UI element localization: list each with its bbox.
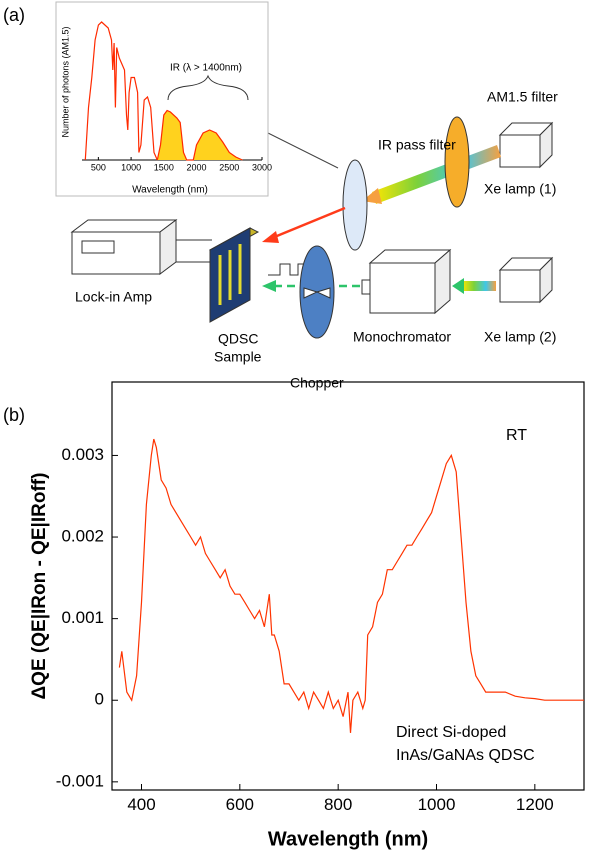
label: Xe lamp (2) [484, 329, 556, 345]
line [156, 109, 243, 161]
annotation: InAs/GaNAs QDSC [396, 747, 535, 764]
beam [462, 281, 496, 291]
display [81, 240, 115, 254]
lamp [499, 269, 541, 303]
label: QDSC [218, 331, 258, 347]
port [361, 279, 371, 295]
annotation: Direct Si-doped [396, 724, 506, 741]
x-tick-label: 2500 [219, 162, 239, 172]
chopper-gap [315, 287, 331, 299]
line [84, 21, 158, 161]
chopper-gap [303, 287, 319, 299]
am15-filter [444, 116, 470, 208]
y-axis-label: Number of photons (AM1.5) [60, 26, 70, 137]
x-axis-label: Wavelength (nm) [132, 185, 208, 196]
y-tick-label: 0.001 [61, 608, 104, 627]
x-tick-label: 800 [324, 795, 352, 814]
arrow-head [262, 231, 279, 243]
label: Lock-in Amp [75, 289, 152, 305]
x-tick-label: 1500 [154, 162, 174, 172]
electrodes [218, 244, 242, 305]
monochromator-box [369, 262, 436, 314]
setup-diagram [70, 116, 554, 339]
connector [261, 129, 339, 169]
area [157, 110, 243, 160]
plot-frame [111, 381, 585, 791]
inset-frame [55, 1, 269, 197]
panel-label: (b) [3, 405, 25, 425]
label: Monochromator [353, 329, 451, 345]
label: Xe lamp (1) [484, 181, 556, 197]
arrow-head [262, 280, 276, 292]
ir-filter [342, 159, 368, 251]
line [118, 438, 584, 733]
y-tick-label: 0.002 [61, 527, 104, 546]
box-top [70, 219, 178, 233]
brace [167, 74, 249, 101]
y-axis-label: ΔQE (QE|IRon - QE|IRoff) [29, 473, 50, 700]
label: Chopper [290, 375, 344, 391]
lamp [499, 134, 541, 168]
y-tick-label: 0.003 [61, 445, 104, 464]
ir-beam [271, 206, 346, 240]
x-tick-label: 1000 [418, 795, 456, 814]
panel-label: (a) [3, 5, 25, 25]
x-tick-label: 400 [127, 795, 155, 814]
label: IR pass filter [378, 137, 456, 153]
annotation: IR (λ > 1400nm) [170, 63, 242, 74]
x-tick-label: 1000 [121, 162, 141, 172]
beam [372, 145, 501, 204]
label: AM1.5 filter [487, 89, 558, 105]
label: Sample [214, 349, 262, 365]
x-tick-label: 2000 [187, 162, 207, 172]
x-tick-label: 3000 [252, 162, 272, 172]
x-tick-label: 600 [226, 795, 254, 814]
x-tick-label: 1200 [516, 795, 554, 814]
annotation: RT [506, 427, 527, 444]
arrow-head [452, 278, 464, 294]
x-axis-label: Wavelength (nm) [268, 828, 428, 850]
y-tick-label: -0.001 [56, 771, 104, 790]
x-tick-label: 500 [91, 162, 106, 172]
y-tick-label: 0 [95, 690, 104, 709]
